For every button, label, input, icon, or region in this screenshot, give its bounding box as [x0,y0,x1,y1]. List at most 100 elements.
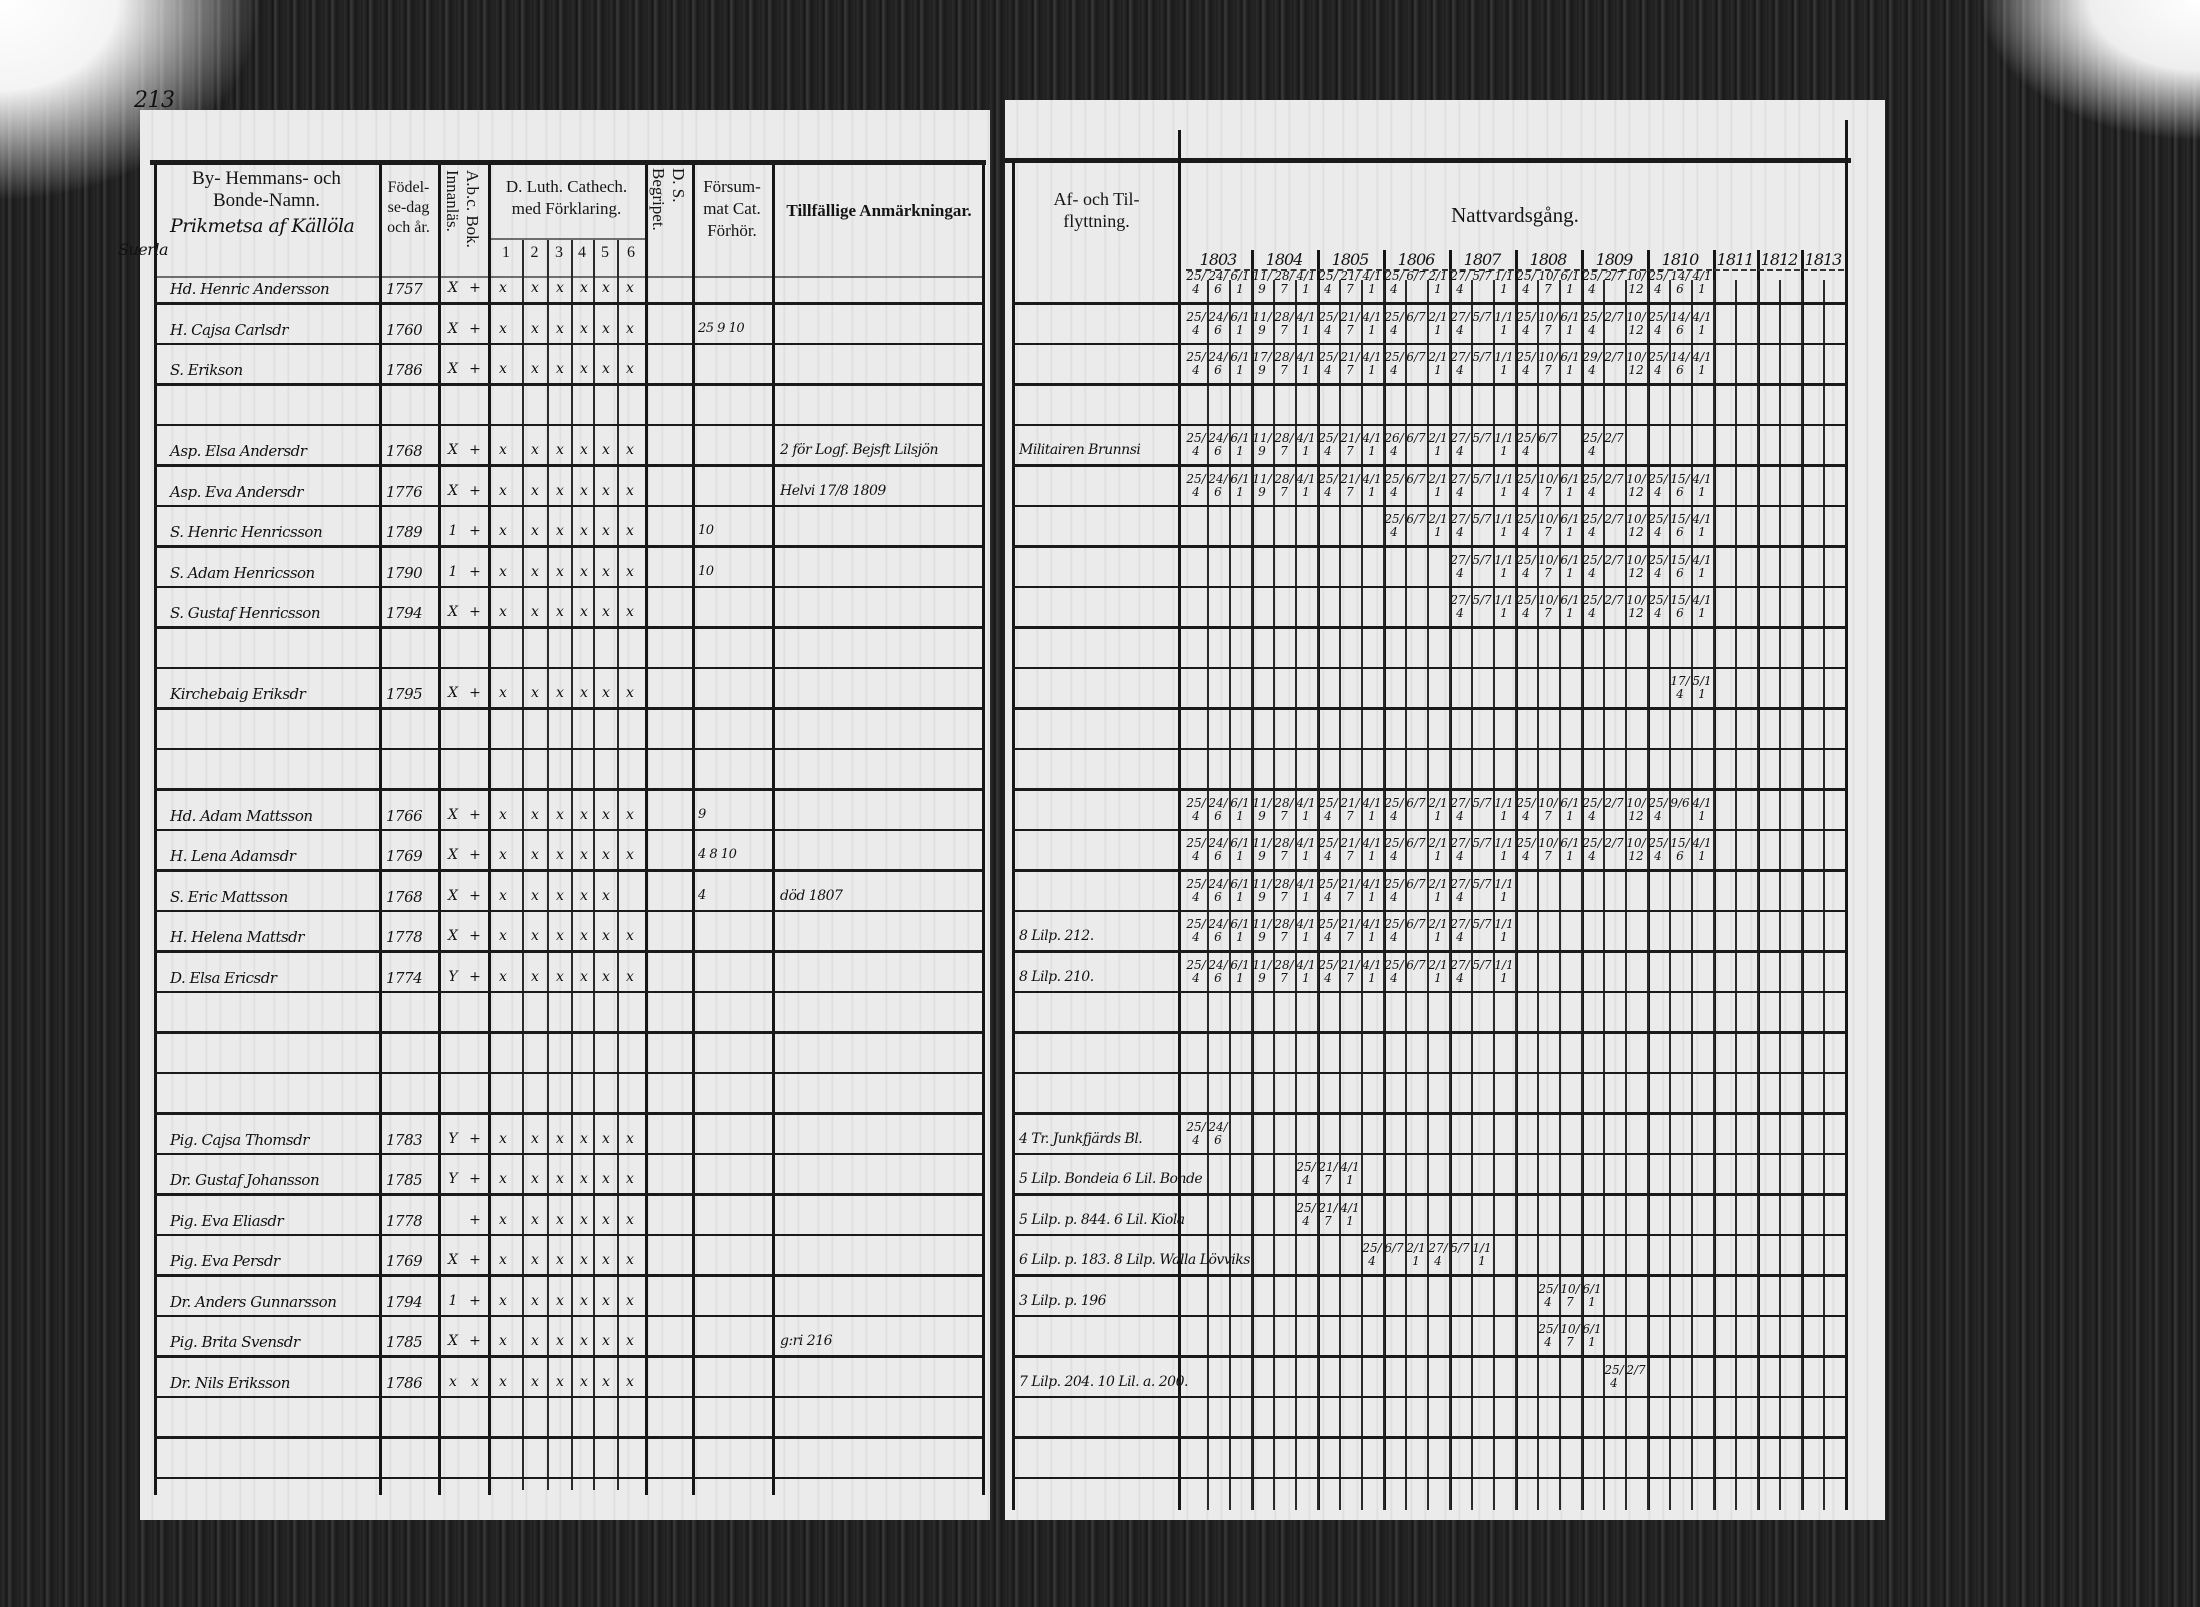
innanlas-mark: + [469,523,481,539]
moving-note: 8 Lilp. 212. [1019,928,1094,944]
communion-date: 25/4 [1648,836,1668,863]
birth-year: 1768 [386,442,423,460]
remark: Helvi 17/8 1809 [780,482,886,499]
communion-date: 5/7 [1472,876,1492,891]
communion-date: 24/6 [1208,917,1228,944]
sub-column-rule [1317,280,1319,1510]
catechism-mark: x [556,482,564,499]
communion-date: 10/12 [1626,795,1646,823]
communion-date: 4/11 [1692,269,1712,296]
communion-date: 4/11 [1362,431,1382,458]
innanlas-mark: + [469,1211,481,1228]
row-rule [154,626,982,629]
row-rule [154,504,982,507]
communion-date: 6/11 [1560,552,1580,580]
communion-date: 21/7 [1340,309,1360,337]
communion-date: 10/7 [1538,471,1558,499]
communion-date: 25/4 [1516,836,1536,863]
moving-note: Militairen Brunnsi [1019,442,1141,458]
innanlas-mark: + [469,604,481,620]
communion-date: 14/6 [1670,309,1690,337]
catechism-mark: x [580,1333,588,1349]
communion-date: 6/11 [1560,350,1580,377]
sub-column-rule [1537,280,1539,1510]
left-page: 213 By- Hemmans- och Bonde-Namn. Prikmet… [134,88,990,1520]
row-rule [154,707,982,710]
communion-date: 6/11 [1560,269,1580,296]
catechism-mark: x [499,685,507,701]
row-rule [154,545,982,548]
communion-date: 4/11 [1362,957,1382,985]
communion-date: 2/11 [1428,431,1448,458]
communion-date: 25/4 [1582,593,1602,620]
catechism-mark: x [602,280,610,296]
catechism-mark: x [556,1130,564,1147]
catechism-mark: x [499,1211,507,1228]
birth-year: 1795 [386,685,423,703]
communion-date: 4/11 [1340,1200,1360,1228]
catechism-mark: x [556,928,564,944]
communion-date: 4/11 [1362,836,1382,863]
birth-year: 1786 [386,1373,423,1392]
communion-date: 10/7 [1560,1281,1580,1309]
catechism-mark: x [626,928,634,944]
sub-column-rule [1779,280,1781,1510]
catechism-mark: x [580,1292,588,1309]
communion-date: 11/9 [1252,795,1272,823]
communion-date: 25/4 [1186,957,1206,985]
sub-column-rule [1339,280,1341,1510]
communion-date: 25/4 [1648,795,1668,823]
communion-date: 2/7 [1604,795,1624,810]
row-rule [154,869,982,872]
communion-date: 5/7 [1472,917,1492,931]
column-rule [1178,130,1181,1510]
communion-date: 25/4 [1582,552,1602,580]
communion-date: 2/11 [1428,471,1448,499]
catechism-mark: x [531,685,539,701]
communion-date: 6/7 [1406,836,1426,850]
communion-date: 1/11 [1494,512,1514,539]
birth-year: 1776 [386,482,423,501]
year-rule [1449,250,1452,1510]
catechism-mark: x [602,928,610,944]
communion-date: 27/4 [1450,957,1470,985]
communion-date: 10/12 [1626,836,1646,863]
communion-date: 25/4 [1318,309,1338,337]
header-top-rule [1005,158,1851,163]
innanlas-mark: + [469,280,481,296]
header-birth-line2: se-dag [387,199,430,216]
innanlas-mark: + [469,1333,481,1349]
catechism-mark: x [602,1373,610,1390]
communion-date: 6/11 [1230,917,1250,944]
communion-date: 25/4 [1516,431,1536,458]
person-name: Pig. Brita Svensdr [170,1333,300,1351]
catechism-part-number: 6 [627,244,635,261]
innanlas-mark: + [469,806,481,823]
birth-year: 1794 [386,604,423,622]
communion-date: 6/7 [1406,269,1426,283]
communion-date: 5/7 [1472,471,1492,486]
communion-date: 10/12 [1626,552,1646,580]
communion-date: 25/4 [1516,593,1536,620]
row-rule [154,1314,982,1317]
communion-date: 25/4 [1538,1281,1558,1309]
communion-date: 25/4 [1582,471,1602,499]
communion-date: 25/4 [1384,269,1404,296]
header-name-line2: Bonde-Namn. [212,190,321,211]
catechism-mark: x [556,847,564,863]
communion-date: 1/11 [1494,593,1514,620]
communion-date: 25/4 [1318,917,1338,944]
communion-date: 10/7 [1560,1322,1580,1349]
catechism-mark: x [499,523,507,539]
catechism-mark: x [602,361,610,377]
innanlas-mark: + [469,1252,481,1268]
row-rule [1012,1233,1845,1236]
communion-date: 25/4 [1648,552,1668,580]
communion-date: 1/11 [1494,795,1514,823]
catechism-mark: x [556,1333,564,1349]
communion-date: 6/11 [1230,350,1250,377]
communion-date: 1/11 [1494,269,1514,296]
communion-date: 25/4 [1318,431,1338,458]
catechism-mark: x [531,1130,539,1147]
catechism-mark: x [531,604,539,620]
